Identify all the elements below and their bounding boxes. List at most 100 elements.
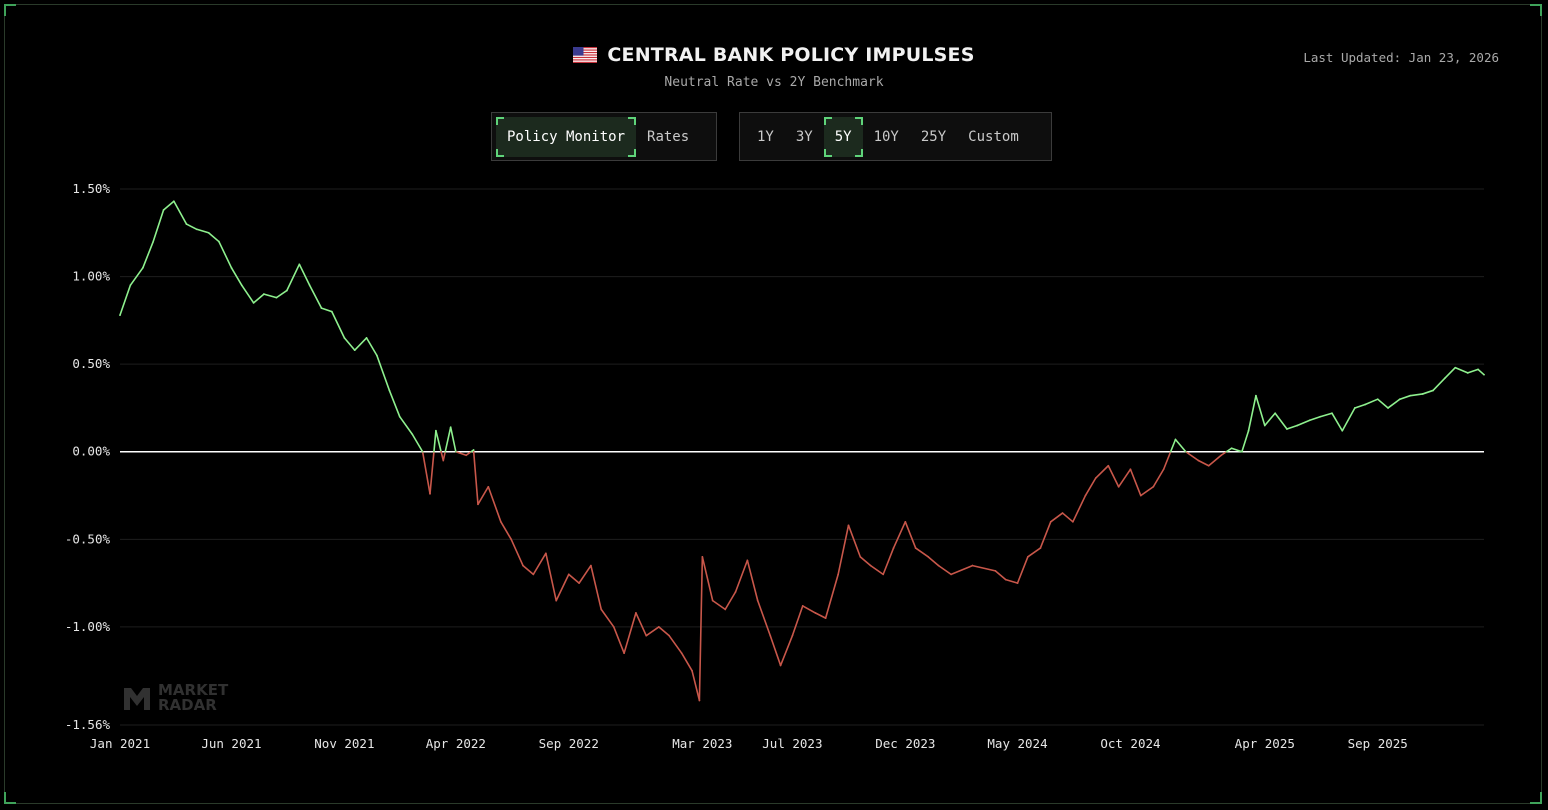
data-point: [567, 573, 570, 576]
data-point: [971, 564, 974, 567]
data-point: [658, 626, 660, 628]
positive-segment: [1247, 394, 1257, 432]
data-point: [532, 573, 535, 576]
data-point: [1444, 377, 1446, 379]
range-label: 10Y: [873, 128, 899, 145]
positive-segment: [1354, 403, 1366, 409]
data-point: [218, 240, 220, 243]
data-point: [680, 652, 683, 654]
positive-segment: [173, 200, 188, 225]
positive-segment: [1230, 447, 1243, 453]
data-point: [756, 599, 759, 602]
data-point: [1185, 450, 1187, 453]
negative-segment: [698, 556, 704, 702]
tab-label: Policy Monitor: [507, 128, 626, 145]
x-tick-label: Sep 2025: [1348, 736, 1408, 751]
positive-segment: [1477, 368, 1485, 376]
data-point: [1061, 512, 1064, 514]
data-point: [331, 310, 333, 313]
x-tick-label: Dec 2023: [875, 736, 935, 751]
data-point: [1399, 398, 1401, 400]
data-point: [791, 634, 794, 637]
data-point: [240, 284, 243, 287]
negative-segment: [668, 634, 683, 654]
logo-text-line2: RADAR: [158, 696, 217, 714]
negative-segment: [465, 450, 472, 457]
data-point: [1477, 368, 1479, 371]
positive-segment: [376, 354, 391, 392]
range-10y-button[interactable]: 10Y: [863, 117, 910, 157]
data-point: [734, 591, 737, 593]
data-point: [937, 564, 940, 567]
range-label: Custom: [968, 128, 1019, 145]
data-point: [1230, 447, 1233, 450]
range-label: 5Y: [834, 128, 852, 145]
data-point: [388, 389, 391, 392]
negative-segment: [837, 524, 850, 576]
x-tick-label: Mar 2023: [672, 736, 732, 751]
positive-segment: [1376, 398, 1389, 409]
positive-segment: [1296, 419, 1311, 427]
data-point: [353, 349, 356, 351]
data-point: [724, 608, 727, 611]
positive-segment: [119, 284, 132, 316]
data-point: [162, 209, 165, 211]
data-point: [207, 231, 210, 234]
negative-segment: [971, 564, 997, 572]
tab-rates[interactable]: Rates: [636, 117, 700, 157]
negative-segment: [1084, 477, 1097, 497]
data-point: [487, 485, 490, 488]
negative-segment: [472, 450, 479, 506]
data-point: [1421, 393, 1424, 395]
y-tick-label: 1.00%: [72, 269, 110, 284]
data-point: [320, 307, 323, 309]
negative-segment: [869, 564, 884, 576]
x-tick-label: Jan 2021: [90, 736, 150, 751]
title-bar: CENTRAL BANK POLICY IMPULSES: [0, 44, 1548, 67]
negative-segment: [769, 634, 782, 667]
negative-segment: [1152, 468, 1165, 488]
positive-segment: [343, 337, 356, 351]
data-point: [1241, 450, 1243, 453]
negative-segment: [1094, 464, 1110, 479]
data-point: [185, 223, 188, 225]
outer-frame: [4, 4, 1542, 804]
axis-labels: 1.50% 1.00% 0.50% 0.00% -0.50% -1.00% -1.56% Ja…: [65, 181, 1408, 751]
frame-corner: [4, 4, 16, 16]
negative-segment: [824, 573, 839, 619]
data-point: [1354, 407, 1356, 409]
negative-segment: [1107, 464, 1120, 488]
negative-segment: [645, 626, 660, 637]
data-point: [1454, 366, 1457, 369]
x-tick-label: Jul 2023: [762, 736, 822, 751]
data-point: [1049, 521, 1052, 523]
market-radar-logo: MARKET RADAR: [122, 683, 228, 713]
data-point: [779, 664, 782, 667]
positive-segment: [1409, 393, 1424, 397]
range-5y-button[interactable]: 5Y: [823, 116, 863, 157]
data-point: [904, 521, 907, 523]
negative-segment: [892, 521, 907, 549]
range-25y-button[interactable]: 25Y: [910, 117, 957, 157]
negative-segment: [756, 599, 772, 637]
range-3y-button[interactable]: 3Y: [785, 117, 824, 157]
chart-title-group: CENTRAL BANK POLICY IMPULSES: [573, 44, 974, 66]
data-point: [1129, 468, 1132, 471]
data-point: [701, 556, 704, 558]
data-point: [142, 267, 144, 269]
data-point: [994, 570, 997, 572]
positive-segment: [388, 389, 401, 418]
data-point: [635, 612, 637, 614]
positive-segment: [411, 433, 424, 453]
data-point: [623, 652, 625, 654]
range-custom-button[interactable]: Custom: [957, 117, 1030, 157]
negative-segment: [500, 521, 512, 541]
positive-segment: [286, 263, 301, 292]
negative-segment: [691, 669, 701, 702]
data-point: [1027, 556, 1029, 558]
logo-text-line1: MARKET: [158, 681, 229, 699]
positive-segment: [1241, 429, 1250, 453]
tab-policy-monitor[interactable]: Policy Monitor: [496, 116, 637, 157]
negative-segment: [1049, 512, 1064, 523]
range-1y-button[interactable]: 1Y: [746, 117, 785, 157]
